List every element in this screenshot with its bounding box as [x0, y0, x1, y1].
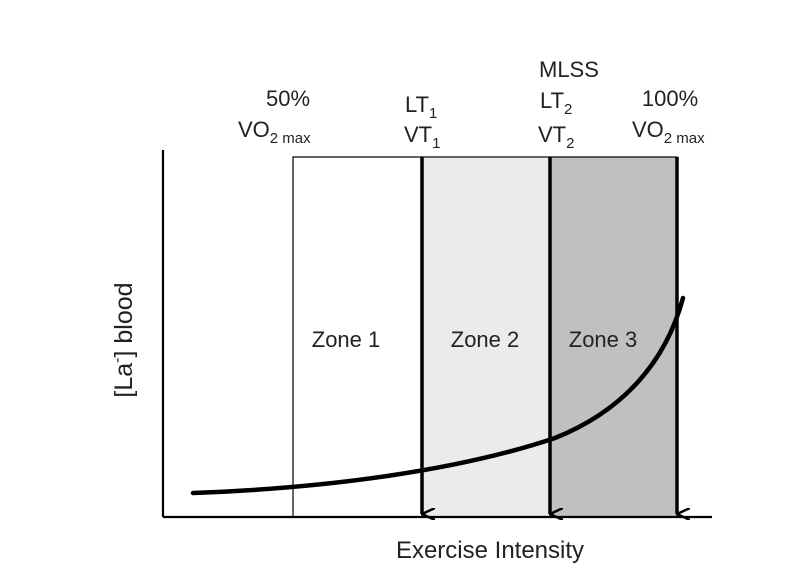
vo2-50-pct-label: 50% — [266, 86, 310, 111]
vo2-50-vo-label: VO2 max — [238, 117, 311, 147]
zone-2-label: Zone 2 — [451, 327, 520, 352]
zone-1-region — [292, 156, 423, 518]
mlss-label: MLSS — [539, 57, 599, 82]
lt1-label: LT1 — [405, 92, 437, 122]
vt1-label: VT1 — [404, 122, 440, 152]
zone-1-label: Zone 1 — [312, 327, 381, 352]
vt2-label: VT2 — [538, 122, 574, 152]
vo2-100-pct-label: 100% — [642, 86, 698, 111]
zone-3-label: Zone 3 — [569, 327, 638, 352]
lt2-label: LT2 — [540, 88, 572, 118]
y-axis-label: [La-] blood — [109, 282, 138, 397]
vo2-100-vo-label: VO2 max — [632, 117, 705, 147]
lactate-curve — [190, 295, 686, 496]
zone-3-region — [549, 156, 678, 518]
x-axis-label: Exercise Intensity — [396, 537, 584, 564]
